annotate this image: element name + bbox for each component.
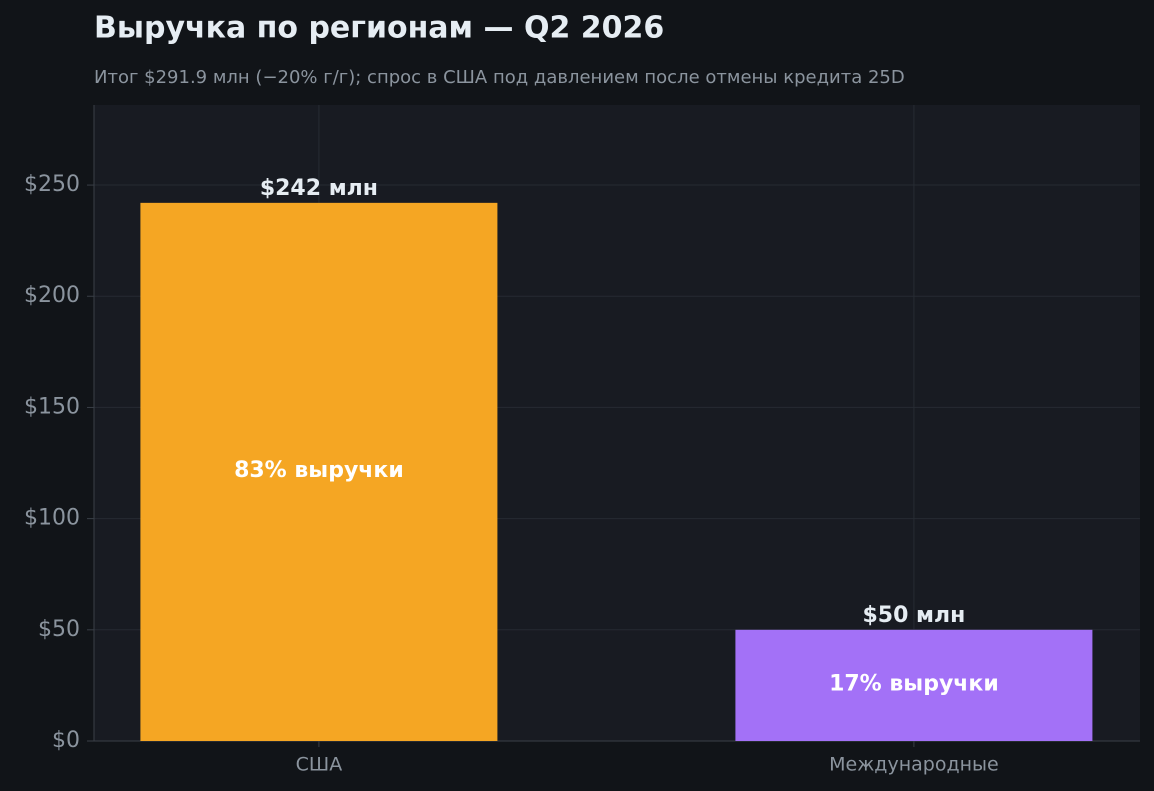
value-label: $50 млн [862,603,965,628]
chart-title: Выручка по регионам — Q2 2026 [94,11,664,46]
chart-subtitle: Итог $291.9 млн (−20% г/г); спрос в США … [94,67,905,88]
y-tick-label: $0 [52,728,80,753]
value-label: $242 млн [260,176,378,201]
y-tick-label: $150 [24,394,80,419]
share-label: 83% выручки [234,458,404,483]
share-label: 17% выручки [829,671,999,696]
bar [140,202,498,741]
y-tick-label: $250 [24,172,80,197]
x-tick-label: США [296,754,343,776]
y-tick-label: $50 [38,617,80,642]
y-tick-label: $200 [24,283,80,308]
x-tick-label: Международные [829,754,999,776]
y-tick-label: $100 [24,506,80,531]
bar [735,629,1093,741]
